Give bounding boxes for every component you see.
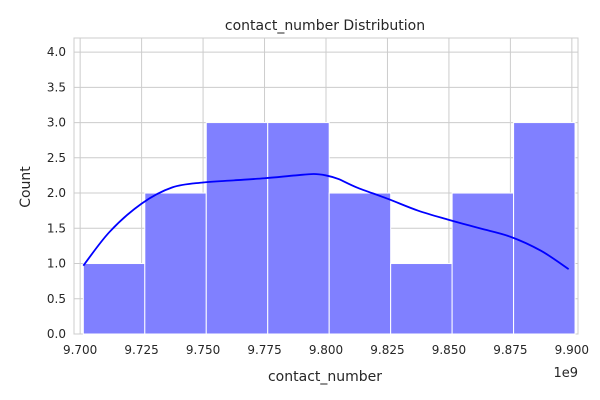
histogram-bar bbox=[451, 192, 515, 335]
x-tick-label: 9.700 bbox=[63, 343, 97, 357]
x-axis-offset-label: 1e9 bbox=[553, 366, 578, 381]
y-tick-label: 3.5 bbox=[47, 80, 66, 94]
x-tick-label: 9.725 bbox=[124, 343, 158, 357]
y-axis-label: Count bbox=[18, 166, 34, 208]
axes-layer: 9.700 9.725 9.750 9.775 9.800 9.825 9.850 9.875… bbox=[47, 45, 589, 357]
x-tick-label: 9.900 bbox=[555, 343, 589, 357]
bars-layer bbox=[82, 122, 576, 335]
histogram-bar bbox=[82, 263, 146, 335]
histogram-bar bbox=[205, 122, 269, 335]
histogram-bar bbox=[513, 122, 576, 335]
kde-line bbox=[82, 173, 570, 270]
kde-layer bbox=[82, 173, 570, 270]
x-tick-label: 9.850 bbox=[432, 343, 466, 357]
x-tick-label: 9.800 bbox=[309, 343, 343, 357]
y-tick-label: 0.5 bbox=[47, 292, 66, 306]
chart-title: contact_number Distribution bbox=[225, 18, 425, 34]
histogram-bar bbox=[144, 192, 207, 335]
y-tick-label: 1.5 bbox=[47, 221, 66, 235]
histogram-bar bbox=[390, 263, 453, 335]
x-tick-label: 9.750 bbox=[186, 343, 220, 357]
y-tick-label: 1.0 bbox=[47, 257, 66, 271]
y-tick-label: 4.0 bbox=[47, 45, 66, 59]
x-tick-label: 9.775 bbox=[247, 343, 281, 357]
histogram-bar bbox=[328, 192, 392, 335]
x-tick-label: 9.825 bbox=[370, 343, 404, 357]
y-tick-label: 0.0 bbox=[47, 327, 66, 341]
y-tick-label: 2.0 bbox=[47, 186, 66, 200]
x-axis-label: contact_number bbox=[268, 369, 382, 385]
y-tick-label: 3.0 bbox=[47, 116, 66, 130]
x-tick-label: 9.875 bbox=[493, 343, 527, 357]
histogram-bar bbox=[267, 122, 330, 335]
y-tick-label: 2.5 bbox=[47, 151, 66, 165]
